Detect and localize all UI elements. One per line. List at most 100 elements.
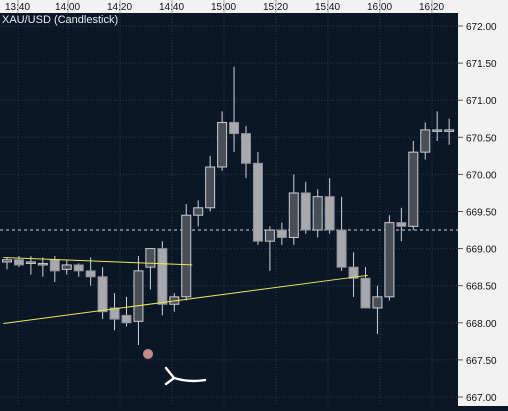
time-tick-label: 15:00 [211, 2, 236, 13]
candle-body-up [217, 121, 228, 168]
candle [420, 122, 431, 160]
marker-dot [143, 348, 154, 359]
candle-body-down [85, 270, 96, 278]
candle [241, 126, 251, 179]
candle-body-up [145, 248, 156, 268]
candle-body-down [121, 314, 132, 324]
candle [85, 257, 96, 286]
candle-body-up [372, 296, 383, 309]
candle [121, 296, 132, 327]
candle-body-down [157, 248, 168, 305]
trendlines-layer [3, 257, 368, 325]
candle [181, 204, 192, 301]
candle [109, 293, 120, 331]
price-tick-label: 670.50 [466, 133, 497, 144]
candle-body-down [336, 229, 347, 268]
candle [2, 257, 12, 270]
price-tick-label: 671.00 [466, 96, 497, 107]
time-tick-label: 14:00 [55, 2, 80, 13]
candle [444, 118, 455, 145]
candle-body-down [109, 307, 120, 320]
candle-body-down [360, 277, 371, 309]
candle [252, 152, 263, 245]
price-tick-label: 668.50 [466, 282, 497, 293]
candle-body-down [276, 229, 287, 238]
price-tick-label: 672.00 [466, 22, 497, 33]
price-tick-label: 671.50 [466, 59, 497, 70]
candle [348, 252, 359, 297]
price-tick-label: 667.50 [466, 356, 497, 367]
candle [61, 259, 72, 275]
candle-body-up [432, 129, 443, 132]
candle [37, 257, 48, 277]
candle-body-up [288, 192, 299, 238]
candle-body-down [97, 276, 108, 313]
candle [360, 267, 371, 309]
time-tick-label: 15:20 [263, 2, 288, 13]
candle [205, 155, 216, 212]
candle [384, 215, 395, 301]
candle-body-up [2, 259, 12, 263]
candle-body-down [49, 259, 60, 272]
candle-body-up [264, 229, 275, 242]
candle-body-up [205, 166, 216, 209]
trendline[interactable] [3, 274, 368, 325]
candle [217, 111, 228, 171]
candle-body-up [61, 264, 72, 270]
candle-body-down [241, 133, 251, 164]
time-tick-label: 14:20 [107, 2, 132, 13]
time-tick-label: 16:00 [367, 2, 392, 13]
candle [145, 248, 156, 290]
time-axis-background [0, 0, 458, 13]
candle-body-down [229, 121, 240, 135]
price-tick-label: 669.50 [466, 208, 497, 219]
candle [157, 241, 168, 316]
candle [73, 263, 84, 277]
candle-body-up [25, 261, 36, 264]
price-axis-background [458, 0, 508, 406]
candle [229, 66, 240, 153]
pointer-arrow-icon [164, 366, 207, 386]
trendline[interactable] [3, 257, 193, 266]
time-tick-label: 14:40 [159, 2, 184, 13]
time-tick-label: 13:40 [5, 2, 30, 13]
candle-body-down [252, 162, 263, 242]
candle [300, 181, 311, 234]
candle-body-up [193, 207, 204, 216]
candle-body-up [312, 196, 323, 231]
candles-layer [2, 66, 455, 346]
candle [336, 196, 347, 271]
candle [193, 200, 204, 227]
price-tick-label: 670.00 [466, 170, 497, 181]
candle-body-down [396, 222, 407, 227]
candle [276, 222, 287, 245]
time-axis-panel: 13:40 14:00 14:20 14:40 15:00 15:20 15:40 16:00… [0, 0, 458, 13]
price-axis-panel: 672.00 671.50 671.00 670.50 670.00 669.50 669.… [458, 0, 508, 406]
candle-body-down [348, 266, 359, 279]
candle-body-up [444, 129, 455, 132]
candle [324, 178, 335, 234]
candle [372, 285, 383, 334]
candle [408, 141, 419, 231]
candle-body-up [384, 222, 395, 298]
candle [312, 189, 323, 238]
candle [133, 256, 144, 346]
candle [264, 226, 275, 271]
time-tick-label: 16:20 [419, 2, 444, 13]
candle [396, 207, 407, 242]
time-tick-label: 15:40 [315, 2, 340, 13]
price-tick-label: 668.00 [466, 319, 497, 330]
candle-body-down [73, 264, 84, 272]
candle-body-up [37, 262, 48, 266]
candle [288, 174, 299, 245]
candle-body-up [420, 129, 431, 153]
candle-body-down [324, 196, 335, 231]
candle [25, 256, 36, 275]
candle-body-down [300, 192, 311, 231]
price-tick-label: 667.00 [466, 393, 497, 404]
candle-body-up [181, 214, 192, 298]
candle-body-down [13, 259, 24, 266]
candle-body-up [408, 151, 419, 227]
